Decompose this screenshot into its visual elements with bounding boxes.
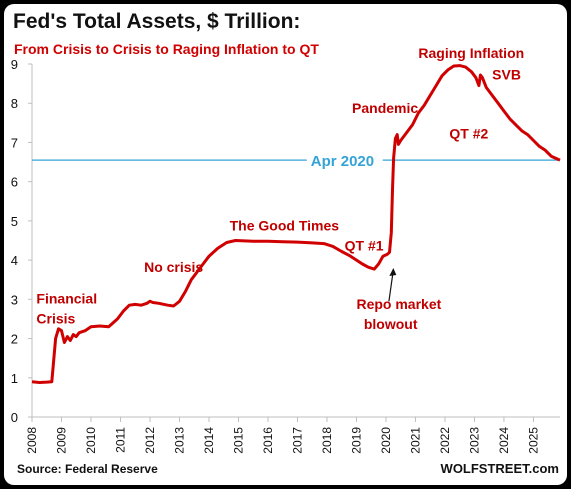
x-tick-label: 2017 <box>290 427 304 454</box>
annotation-label: No crisis <box>144 259 203 275</box>
repo-arrowhead <box>389 267 397 276</box>
x-tick-label: 2020 <box>379 427 393 454</box>
y-tick-label: 5 <box>11 214 18 229</box>
y-tick-label: 3 <box>11 292 18 307</box>
y-tick-label: 2 <box>11 332 18 347</box>
x-tick-label: 2013 <box>172 427 186 454</box>
y-tick-label: 4 <box>11 253 18 268</box>
annotation-label: The Good Times <box>230 218 340 234</box>
x-tick-label: 2009 <box>54 427 68 454</box>
x-tick-label: 2024 <box>497 427 511 454</box>
x-tick-label: 2014 <box>202 427 216 454</box>
annotation-label: SVB <box>492 67 521 83</box>
y-tick-label: 9 <box>11 57 18 72</box>
x-tick-label: 2015 <box>231 427 245 454</box>
x-tick-label: 2016 <box>261 427 275 454</box>
annotation-label: QT #1 <box>345 237 384 253</box>
x-tick-label: 2021 <box>408 427 422 454</box>
annotation-label: blowout <box>364 316 418 332</box>
annotation-label: Raging Inflation <box>418 45 524 61</box>
x-tick-label: 2010 <box>84 427 98 454</box>
chart-title: Fed's Total Assets, $ Trillion: <box>13 10 301 33</box>
y-tick-label: 8 <box>11 96 18 111</box>
x-tick-label: 2011 <box>113 427 127 453</box>
reference-label-bg <box>306 150 383 171</box>
x-tick-label: 2018 <box>320 427 334 454</box>
x-tick-label: 2008 <box>25 427 39 454</box>
chart-frame: Fed's Total Assets, $ Trillion: From Cri… <box>4 4 567 485</box>
annotation-label: Pandemic <box>352 100 418 116</box>
source-note: Source: Federal Reserve <box>17 462 158 476</box>
chart-subtitle: From Crisis to Crisis to Raging Inflatio… <box>14 41 319 57</box>
annotation-label: QT #2 <box>449 126 488 142</box>
x-tick-label: 2025 <box>526 427 540 454</box>
annotation-label: Crisis <box>36 311 75 327</box>
line-chart: 0 1 2 3 4 5 6 7 8 9 2008 2009 2010 2011 2012 2013 2014 20… <box>11 45 561 454</box>
x-tick-label: 2012 <box>143 427 157 454</box>
annotation-label: Financial <box>36 290 97 306</box>
y-tick-label: 0 <box>11 410 18 425</box>
x-tick-label: 2022 <box>438 427 452 454</box>
y-tick-label: 6 <box>11 175 18 190</box>
y-tick-label: 7 <box>11 135 18 150</box>
reference-label: Apr 2020 <box>311 153 374 170</box>
x-tick-label: 2019 <box>349 427 363 454</box>
brand-label: WOLFSTREET.com <box>440 461 559 476</box>
annotation-label: Repo market <box>356 296 441 312</box>
y-tick-label: 1 <box>11 371 18 386</box>
total-assets-line <box>31 64 561 384</box>
x-tick-label: 2023 <box>467 427 481 454</box>
